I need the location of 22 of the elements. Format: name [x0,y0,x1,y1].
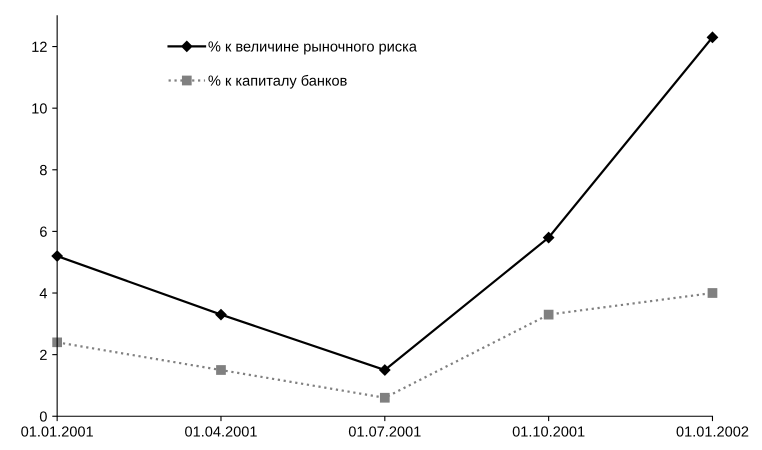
y-tick-label: 0 [40,411,47,422]
legend-label: % к капиталу банков [208,74,347,89]
y-tick-label: 8 [40,164,47,176]
y-tick-label: 6 [40,226,47,237]
legend-label: % к величине рыночного риска [208,41,417,54]
x-tick-label: 01.01.2002 [676,426,748,437]
y-tick-label: 2 [40,350,47,360]
y-tick-label: 4 [40,288,47,298]
point [216,365,226,375]
x-tick-label: 01.07.2001 [348,426,421,437]
point [380,392,390,403]
point [543,232,554,244]
x-tick-label: 01.04.2001 [185,426,257,437]
y-tick-label: 12 [32,42,47,52]
point [544,310,554,320]
x-tick-label: 01.10.2001 [512,426,584,437]
point [706,32,718,43]
point [708,288,718,298]
x-tick-label: 01.01.2001 [21,426,93,437]
y-tick-label: 10 [32,103,47,114]
point [379,364,390,376]
point [215,308,227,320]
